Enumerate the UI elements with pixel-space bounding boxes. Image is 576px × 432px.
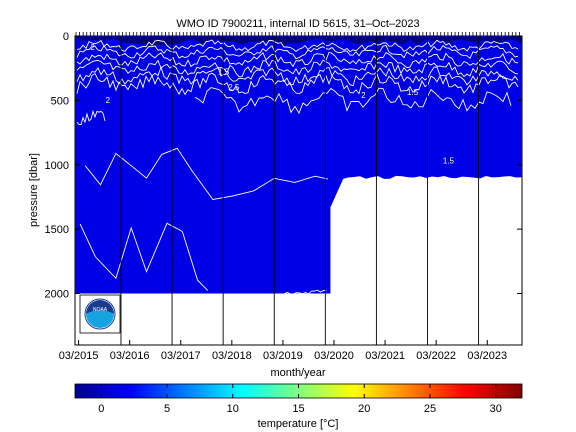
contour-label: 2.5 — [228, 83, 240, 92]
contour-labels: 2 2 1.5 2.5 2 1.5 1.5 — [90, 43, 454, 165]
contour-line — [194, 87, 512, 115]
contour-line — [79, 222, 209, 291]
surface-layer — [75, 36, 522, 46]
colorbar-tick-label: 30 — [490, 403, 502, 415]
colorbar-title: temperature [°C] — [258, 418, 339, 430]
colorbar-tick-label: 20 — [358, 403, 370, 415]
contour-label: 2 — [90, 43, 95, 52]
temperature-field — [75, 36, 522, 294]
contour-lines — [76, 39, 519, 295]
contour-line — [76, 39, 519, 53]
contour-line — [76, 65, 519, 87]
x-axis: 03/2015 03/2016 03/2017 03/2018 03/2019 03/20… — [59, 32, 520, 362]
contour-line — [76, 72, 519, 96]
x-axis-title: month/year — [270, 367, 325, 379]
x-tick-label: 03/2017 — [161, 350, 201, 362]
y-tick-label: 2000 — [45, 289, 69, 301]
svg-text:NOAA: NOAA — [93, 307, 108, 313]
contour-line — [284, 289, 327, 295]
y-tick-label: 0 — [63, 31, 69, 43]
y-axis-title: pressure [dbar] — [28, 153, 40, 227]
contour-label: 1.5 — [443, 156, 455, 165]
x-tick-label: 03/2018 — [212, 350, 252, 362]
y-axis: 0 500 1000 1500 2000 — [45, 31, 522, 301]
y-tick-label: 500 — [51, 95, 69, 107]
y-tick-label: 1500 — [45, 224, 69, 236]
colorbar-tick-label: 15 — [292, 403, 304, 415]
x-tick-label: 03/2021 — [365, 350, 405, 362]
x-tick-label: 03/2020 — [314, 350, 354, 362]
x-tick-label: 03/2022 — [416, 350, 456, 362]
x-tick-label: 03/2015 — [59, 350, 99, 362]
contour-line — [76, 44, 519, 60]
colorbar-tick-label: 25 — [424, 403, 436, 415]
chart-title: WMO ID 7900211, internal ID 5615, 31–Oct… — [176, 18, 419, 30]
x-tick-label: 03/2023 — [467, 350, 507, 362]
colorbar-tick-label: 5 — [164, 403, 170, 415]
contour-line — [76, 59, 519, 78]
contour-label: 2 — [361, 91, 366, 100]
contour-label: 2 — [106, 96, 111, 105]
colorbar-ticks: 0 5 10 15 20 25 30 — [98, 384, 502, 415]
contour-line — [76, 109, 106, 125]
noaa-logo: NOAA — [79, 294, 121, 334]
y-tick-label: 1000 — [45, 160, 69, 172]
x-tick-label: 03/2019 — [263, 350, 303, 362]
colorbar-tick-label: 0 — [98, 403, 104, 415]
contour-line — [76, 51, 519, 68]
year-lines — [120, 36, 480, 345]
colorbar-tick-label: 10 — [227, 403, 239, 415]
contour-label: 1.5 — [407, 88, 419, 97]
x-tick-label: 03/2016 — [110, 350, 150, 362]
contour-label: 1.5 — [218, 68, 230, 77]
